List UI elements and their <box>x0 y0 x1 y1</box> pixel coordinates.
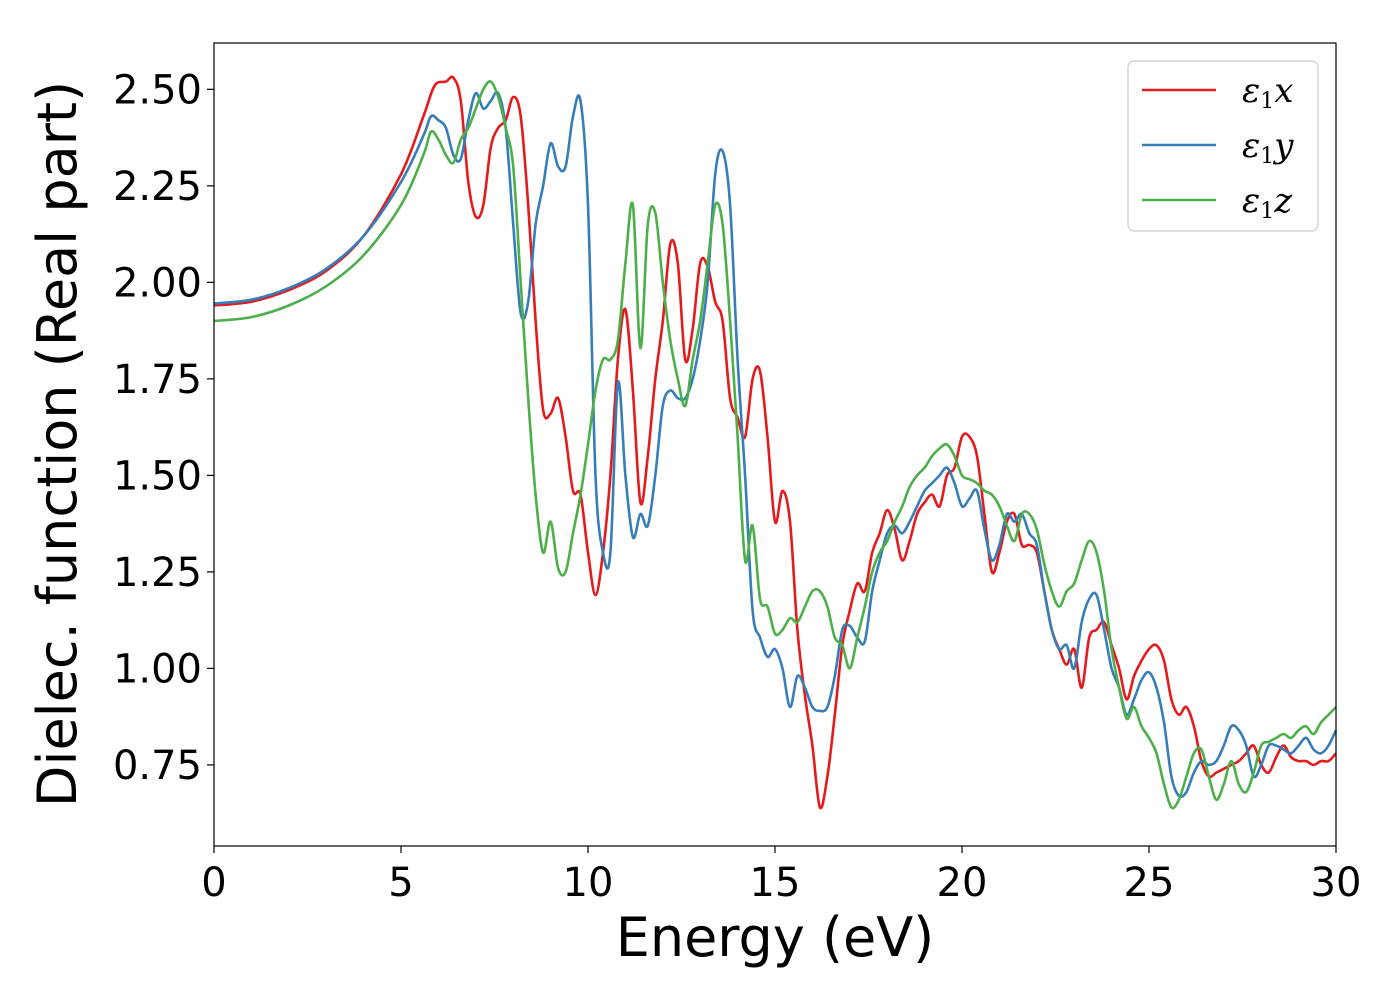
legend-label-z: ε1z <box>1242 181 1293 224</box>
x-tick-label: 25 <box>1124 860 1175 906</box>
x-tick-label: 0 <box>201 860 226 906</box>
legend-box <box>1127 60 1319 232</box>
x-axis-label: Energy (eV) <box>616 906 935 969</box>
x-tick-label: 5 <box>388 860 413 906</box>
y-tick-label: 1.25 <box>113 550 202 596</box>
series-line-y <box>213 90 1338 799</box>
x-tick-label: 10 <box>563 860 614 906</box>
legend: ε1x ε1y ε1z <box>1127 60 1319 232</box>
y-tick-label: 2.50 <box>113 67 202 113</box>
legend-items: ε1x ε1y ε1z <box>1142 71 1294 224</box>
y-axis: 0.75 1.00 1.25 1.50 1.75 2.00 2.25 2.50 <box>113 67 214 789</box>
x-tick-label: 15 <box>750 860 801 906</box>
legend-label-y: ε1y <box>1242 126 1294 169</box>
y-axis-label: Dielec. function (Real part) <box>26 81 89 807</box>
y-tick-label: 2.25 <box>113 164 202 210</box>
series-line-x <box>213 75 1337 810</box>
y-tick-label: 2.00 <box>113 260 202 306</box>
y-tick-label: 1.00 <box>113 646 202 692</box>
x-tick-label: 20 <box>937 860 988 906</box>
y-tick-label: 1.75 <box>113 357 202 403</box>
y-tick-label: 1.50 <box>113 453 202 499</box>
x-axis: 0 5 10 15 20 25 30 <box>201 846 1361 906</box>
series-layer <box>213 75 1338 810</box>
legend-label-x: ε1x <box>1242 71 1293 114</box>
y-tick-label: 0.75 <box>113 743 202 789</box>
x-tick-label: 30 <box>1311 860 1362 906</box>
series-line-z <box>213 80 1337 810</box>
